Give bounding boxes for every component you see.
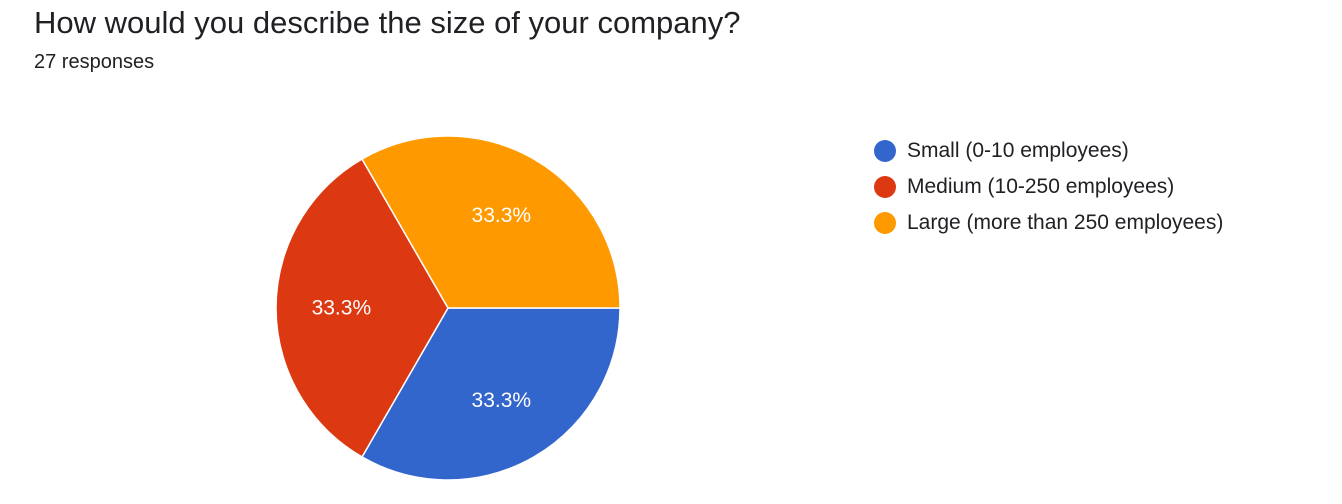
- legend-label-small: Small (0-10 employees): [907, 139, 1129, 162]
- chart-legend: Small (0-10 employees) Medium (10-250 em…: [874, 133, 1223, 241]
- pie-slice-medium[interactable]: [275, 158, 449, 458]
- legend-label-medium: Medium (10-250 employees): [907, 175, 1175, 198]
- legend-label-large: Large (more than 250 employees): [907, 211, 1224, 234]
- legend-swatch-large: [874, 212, 896, 234]
- question-title: How would you describe the size of your …: [34, 5, 741, 40]
- legend-item-large[interactable]: Large (more than 250 employees): [874, 205, 1223, 241]
- response-count: 27 responses: [34, 51, 155, 73]
- pie-label-medium: 33.3%: [312, 297, 372, 320]
- pie-label-small: 33.3%: [472, 389, 532, 412]
- pie-chart: 33.3% 33.3% 33.3%: [275, 135, 621, 481]
- legend-item-small[interactable]: Small (0-10 employees): [874, 133, 1223, 169]
- pie-slice-labels: 33.3% 33.3% 33.3%: [312, 204, 532, 412]
- legend-swatch-medium: [874, 176, 896, 198]
- legend-swatch-small: [874, 140, 896, 162]
- pie-slices: [275, 135, 621, 481]
- pie-slice-large[interactable]: [360, 135, 621, 309]
- pie-label-large: 33.3%: [472, 204, 532, 227]
- legend-item-medium[interactable]: Medium (10-250 employees): [874, 169, 1223, 205]
- pie-slice-small[interactable]: [360, 307, 621, 481]
